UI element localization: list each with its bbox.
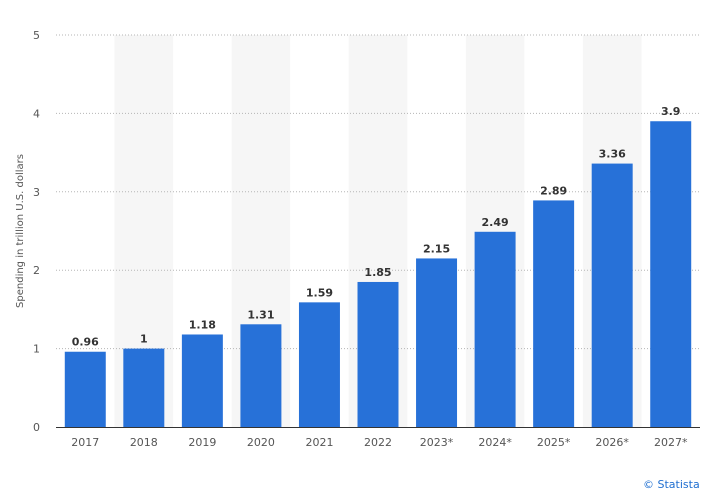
data-label: 3.9 [661,105,681,118]
bar[interactable] [357,281,399,427]
bar[interactable] [298,302,340,427]
x-tick-label: 2027* [654,436,688,449]
bars [64,121,692,428]
bar[interactable] [474,231,516,427]
source-credit[interactable]: © Statista 2 [643,478,702,491]
y-tick-label: 3 [33,186,40,199]
y-tick-label: 5 [33,29,40,42]
data-label: 2.89 [540,184,567,197]
data-label: 1.18 [189,318,216,331]
data-label: 1.59 [306,286,333,299]
x-tick-label: 2019 [188,436,216,449]
bar[interactable] [533,200,575,427]
x-tick-label: 2024* [478,436,512,449]
x-tick-label: 2022 [364,436,392,449]
bar[interactable] [181,334,223,427]
data-label: 2.15 [423,242,450,255]
bar[interactable] [240,324,282,427]
y-tick-label: 0 [33,421,40,434]
bar[interactable] [650,121,692,428]
x-tick-label: 2018 [130,436,158,449]
data-label: 1 [140,333,148,346]
y-tick-label: 1 [33,343,40,356]
x-tick-label: 2026* [595,436,629,449]
data-label: 1.85 [364,266,391,279]
data-label: 2.49 [482,216,509,229]
y-axis-ticks: 0 1 2 3 4 5 [33,29,40,434]
x-tick-label: 2020 [247,436,275,449]
data-labels: 0.96 1 1.18 1.31 1.59 1.85 2.15 2.49 2.89 3.36 3.9 [72,105,681,348]
x-tick-label: 2025* [537,436,571,449]
x-tick-label: 2017 [71,436,99,449]
data-label: 3.36 [599,148,626,161]
x-axis-ticks: 2017 2018 2019 2020 2021 2022 2023* 2024* 2025* 2… [71,436,688,449]
x-tick-label: 2021 [305,436,333,449]
bar[interactable] [64,351,106,427]
data-label: 0.96 [72,336,99,349]
y-tick-label: 2 [33,264,40,277]
data-label: 1.31 [247,308,274,321]
bar[interactable] [591,163,633,428]
y-tick-label: 4 [33,107,40,120]
bar[interactable] [416,258,458,427]
x-tick-label: 2023* [420,436,454,449]
bar[interactable] [123,348,165,427]
y-axis-title: Spending in trillion U.S. dollars [15,154,26,308]
